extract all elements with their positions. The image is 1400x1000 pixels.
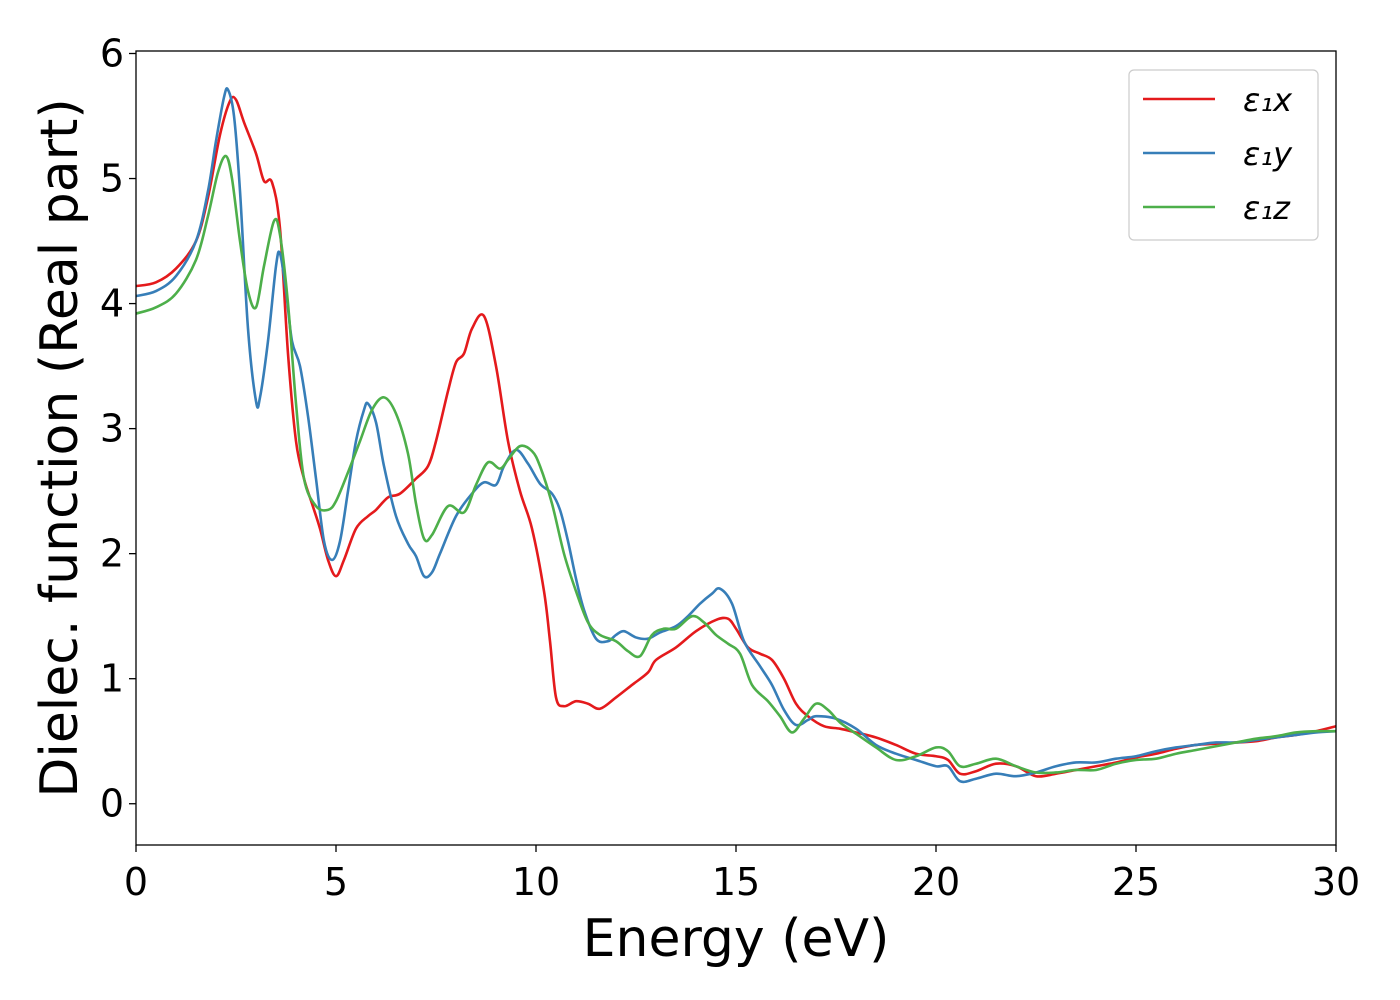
legend: ε₁x ε₁y ε₁z bbox=[1128, 69, 1319, 241]
plot-lines bbox=[136, 87, 1336, 784]
y-axis-ticks: 0 1 2 3 4 5 6 bbox=[100, 32, 136, 826]
legend-box bbox=[1128, 69, 1319, 241]
y-tick-label: 4 bbox=[100, 282, 124, 326]
x-axis-label: Energy (eV) bbox=[583, 909, 890, 969]
series-line-2 bbox=[136, 87, 1336, 784]
y-axis-label: Dielec. function (Real part) bbox=[30, 98, 90, 797]
x-tick-label: 30 bbox=[1312, 860, 1360, 904]
y-tick-label: 2 bbox=[100, 532, 124, 576]
x-tick-label: 20 bbox=[912, 860, 960, 904]
x-tick-label: 0 bbox=[124, 860, 148, 904]
series-line-1 bbox=[136, 95, 1336, 778]
y-tick-label: 0 bbox=[100, 782, 124, 826]
x-tick-label: 25 bbox=[1112, 860, 1160, 904]
legend-label-1: ε₁x bbox=[1243, 81, 1293, 119]
legend-label-2: ε₁y bbox=[1243, 135, 1293, 173]
y-tick-label: 3 bbox=[100, 407, 124, 451]
x-axis-ticks: 0 5 10 15 20 25 30 bbox=[124, 845, 1360, 904]
y-tick-label: 6 bbox=[100, 32, 124, 76]
x-tick-label: 15 bbox=[712, 860, 760, 904]
y-tick-label: 1 bbox=[100, 657, 124, 701]
legend-label-3: ε₁z bbox=[1243, 189, 1291, 227]
x-tick-label: 5 bbox=[324, 860, 348, 904]
x-tick-label: 10 bbox=[512, 860, 560, 904]
series-line-3 bbox=[136, 154, 1336, 775]
y-tick-label: 5 bbox=[100, 157, 124, 201]
